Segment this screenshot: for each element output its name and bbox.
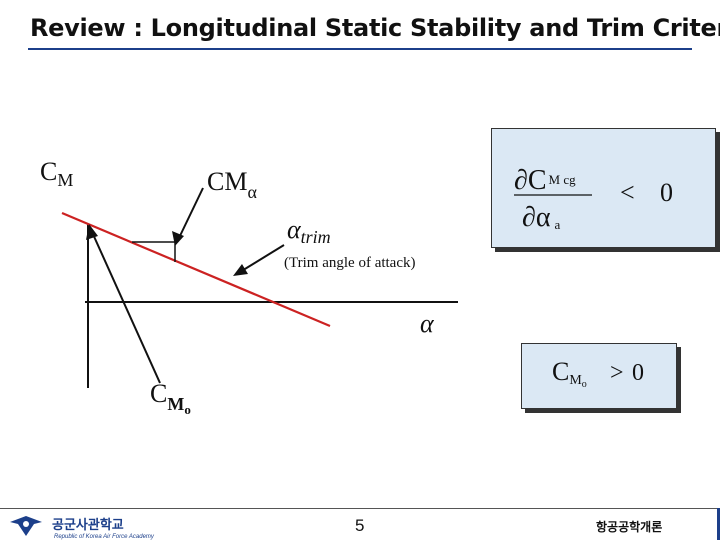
trim-arrow-head xyxy=(233,264,248,276)
page-number: 5 xyxy=(355,516,365,535)
course-name: 항공공학개론 xyxy=(596,520,663,534)
title-divider xyxy=(28,48,692,50)
alpha-trim-label: αtrim xyxy=(287,215,331,247)
eq-numerator: ∂C M cg xyxy=(514,165,576,196)
slope-arrow xyxy=(177,187,204,241)
stability-diagram: CM CMα αtrim (Trim angle of attack) α CM… xyxy=(40,157,458,417)
eq-trim-zero: 0 xyxy=(632,360,644,386)
footer: 공군사관학교 Republic of Korea Air Force Acade… xyxy=(0,508,720,540)
trim-equation: CMo > 0 xyxy=(552,357,644,390)
intercept-arrow-head xyxy=(86,224,98,240)
eq-zero: 0 xyxy=(660,178,673,207)
trim-arrow xyxy=(239,244,285,273)
intercept-arrow xyxy=(91,231,161,384)
footer-edge-accent xyxy=(717,508,720,540)
eq-greater-than: > xyxy=(610,360,624,386)
eq-denominator: ∂α a xyxy=(522,202,561,233)
footer-divider xyxy=(0,508,720,509)
eq-cm0: CMo xyxy=(552,357,587,390)
cm0-label: CMo xyxy=(150,379,191,417)
eq-less-than: < xyxy=(620,178,635,207)
trim-equation-box: CMo > 0 xyxy=(521,343,677,409)
page-title: Review : Longitudinal Static Stability a… xyxy=(30,14,720,42)
stability-equation: ∂C M cg ∂α a < 0 xyxy=(514,165,673,233)
cm-axis-label: CM xyxy=(40,157,73,190)
alpha-axis-label: α xyxy=(420,309,435,338)
cm-alpha-label: CMα xyxy=(207,167,257,202)
academy-logo: 공군사관학교 Republic of Korea Air Force Acade… xyxy=(10,516,155,540)
cm-curve xyxy=(61,211,331,328)
trim-caption: (Trim angle of attack) xyxy=(284,255,416,271)
logo-text: 공군사관학교 xyxy=(52,517,124,533)
logo-subtext: Republic of Korea Air Force Academy xyxy=(54,534,155,540)
slope-arrow-head xyxy=(172,231,184,246)
stability-equation-box: ∂C M cg ∂α a < 0 xyxy=(491,128,716,248)
